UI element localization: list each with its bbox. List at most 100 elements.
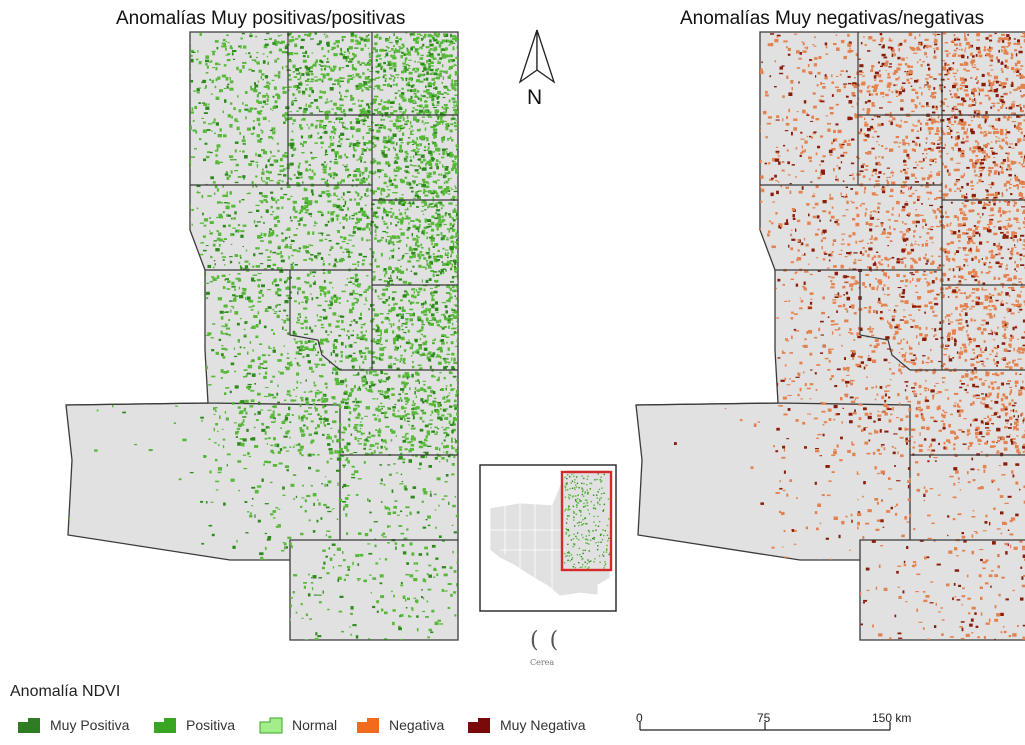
anomaly-pixel [317,424,320,428]
anomaly-pixel [400,614,404,617]
anomaly-pixel [404,209,409,211]
anomaly-pixel [314,342,317,346]
anomaly-pixel [328,146,332,148]
anomaly-pixel [430,126,435,129]
anomaly-pixel [453,404,457,408]
anomaly-pixel [436,179,440,181]
anomaly-pixel [426,96,429,99]
anomaly-pixel [226,288,231,290]
anomaly-pixel [318,64,321,66]
anomaly-pixel [312,231,315,235]
anomaly-pixel [202,235,206,238]
anomaly-pixel [461,111,462,113]
anomaly-pixel [314,637,319,640]
anomaly-pixel [320,232,324,234]
anomaly-pixel [250,389,255,392]
anomaly-pixel [210,501,214,503]
anomaly-pixel [446,150,448,154]
anomaly-pixel [400,124,403,127]
anomaly-pixel [449,566,453,570]
anomaly-pixel [199,272,204,276]
anomaly-pixel [271,127,276,131]
anomaly-pixel [215,122,219,126]
anomaly-pixel [278,619,283,621]
anomaly-pixel [289,395,292,397]
anomaly-pixel [239,346,242,349]
anomaly-pixel [211,533,215,537]
anomaly-pixel [144,206,150,209]
anomaly-pixel [234,311,239,315]
anomaly-pixel [326,34,328,36]
anomaly-pixel [432,189,435,193]
anomaly-pixel [388,138,393,141]
anomaly-pixel [353,384,356,389]
anomaly-pixel [332,126,335,129]
anomaly-pixel [306,252,311,254]
anomaly-pixel [415,380,420,382]
anomaly-pixel [305,417,308,420]
anomaly-pixel [362,360,365,364]
anomaly-pixel [384,445,386,449]
anomaly-pixel [275,507,278,509]
anomaly-pixel [330,48,334,51]
anomaly-pixel [419,112,423,114]
anomaly-pixel [297,220,301,223]
anomaly-pixel [346,330,350,333]
anomaly-pixel [405,108,407,112]
anomaly-pixel [333,42,336,45]
anomaly-pixel [269,82,271,85]
anomaly-pixel [302,55,306,58]
left-map[interactable] [65,31,465,645]
anomaly-pixel [193,90,197,92]
anomaly-pixel [190,58,194,63]
anomaly-pixel [373,190,377,193]
anomaly-pixel [179,178,182,182]
anomaly-pixel [224,304,228,307]
anomaly-pixel [454,241,458,243]
anomaly-pixel [300,449,303,451]
anomaly-pixel [397,326,401,330]
anomaly-pixel [450,82,454,86]
anomaly-pixel [149,222,153,225]
anomaly-pixel [443,590,448,592]
anomaly-pixel [450,327,455,330]
anomaly-pixel [432,180,436,183]
anomaly-pixel [272,95,275,98]
anomaly-pixel [246,428,249,432]
anomaly-pixel [350,251,353,254]
anomaly-pixel [339,77,344,80]
anomaly-pixel [411,343,414,347]
anomaly-pixel [416,146,418,149]
anomaly-pixel [98,69,102,73]
anomaly-pixel [418,440,423,444]
anomaly-pixel [315,632,318,636]
anomaly-pixel [261,130,264,134]
anomaly-pixel [418,353,421,355]
anomaly-pixel [265,170,269,173]
anomaly-pixel [414,101,417,103]
anomaly-pixel [426,59,428,64]
anomaly-pixel [456,327,458,329]
anomaly-pixel [301,205,304,209]
anomaly-pixel [332,172,336,174]
anomaly-pixel [442,264,444,266]
anomaly-pixel [324,68,326,71]
anomaly-pixel [281,206,284,209]
anomaly-pixel [277,220,281,223]
anomaly-pixel [407,282,412,286]
left-map-title: Anomalías Muy positivas/positivas [116,8,406,29]
anomaly-pixel [226,370,230,373]
anomaly-pixel [434,509,437,511]
anomaly-pixel [456,274,458,276]
anomaly-pixel [307,340,311,343]
anomaly-pixel [330,67,333,71]
anomaly-pixel [102,344,105,348]
anomaly-pixel [399,147,402,151]
anomaly-pixel [255,265,260,268]
anomaly-pixel [400,473,403,476]
anomaly-pixel [362,123,366,126]
anomaly-pixel [319,358,323,362]
anomaly-pixel [435,180,438,185]
anomaly-pixel [441,219,446,222]
anomaly-pixel [348,234,351,237]
